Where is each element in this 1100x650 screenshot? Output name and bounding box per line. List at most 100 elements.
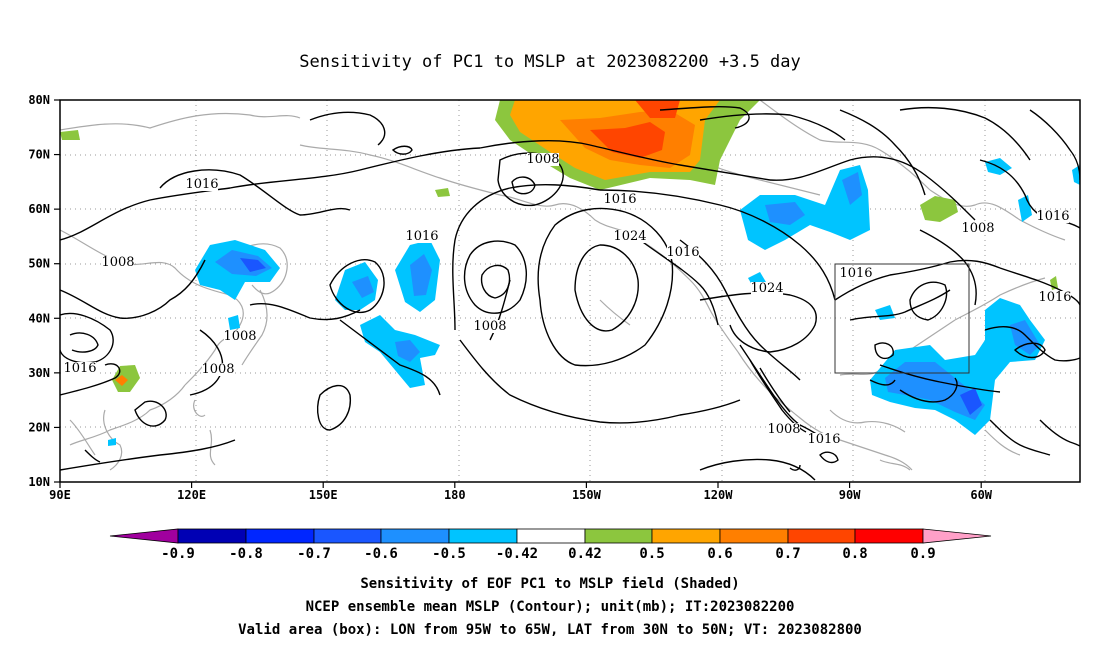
shade-neg-05 bbox=[1010, 320, 1040, 355]
lat-tick-label: 10N bbox=[28, 475, 50, 489]
figure-title: Sensitivity of PC1 to MSLP at 2023082200… bbox=[299, 52, 801, 72]
contour-label: 1008 bbox=[473, 319, 506, 334]
shade-neg-042 bbox=[108, 438, 116, 446]
colorbar-label: -0.8 bbox=[229, 546, 263, 562]
shade-neg-06 bbox=[240, 258, 266, 272]
shade-neg-05 bbox=[885, 362, 985, 420]
contour-label-bg bbox=[1039, 291, 1071, 304]
contour-label: 1016 bbox=[405, 229, 438, 244]
shade-neg-042 bbox=[228, 315, 240, 330]
shade-neg-042 bbox=[748, 272, 766, 285]
shade-pos-07 bbox=[635, 100, 680, 118]
colorbar-segment bbox=[854, 528, 924, 544]
contour-label-bg bbox=[614, 230, 646, 243]
contour-label: 1016 bbox=[1036, 209, 1069, 224]
lat-tick-label: 40N bbox=[28, 311, 50, 325]
colorbar-label: 0.5 bbox=[639, 546, 664, 562]
shade-neg-05 bbox=[765, 202, 805, 225]
contour-label-bg bbox=[474, 320, 506, 333]
contour-label: 1024 bbox=[613, 229, 646, 244]
map-panel: 1016 1008 1016 1008 1008 1008 1008 1016 1024 1016… bbox=[28, 93, 1081, 502]
shade-neg-042 bbox=[740, 165, 870, 250]
colorbar-segment bbox=[380, 528, 450, 544]
lon-tick-label: 60W bbox=[970, 488, 992, 502]
contour-label: 1008 bbox=[101, 255, 134, 270]
contour-label-bg bbox=[768, 423, 800, 436]
shade-pos-042 bbox=[60, 130, 80, 140]
latitude-axis: 80N 70N 60N 50N 40N 30N 20N 10N bbox=[28, 93, 60, 489]
shade-pos-06 bbox=[115, 375, 128, 386]
colorbar-label: -0.9 bbox=[161, 546, 195, 562]
lat-tick-label: 30N bbox=[28, 366, 50, 380]
lat-tick-label: 20N bbox=[28, 420, 50, 434]
contour-label: 1016 bbox=[185, 177, 218, 192]
contour-label: 1024 bbox=[750, 281, 783, 296]
map-frame bbox=[59, 99, 1081, 483]
colorbar-label: -0.42 bbox=[496, 546, 538, 562]
shade-pos-07 bbox=[590, 122, 665, 158]
colorbar: -0.9 -0.8 -0.7 -0.6 -0.5 -0.42 0.42 0.5 0.6 0.7 0.… bbox=[109, 528, 992, 562]
lon-tick-label: 180 bbox=[444, 488, 466, 502]
lon-tick-label: 90W bbox=[839, 488, 861, 502]
colorbar-label: 0.9 bbox=[910, 546, 935, 562]
contour-label: 1016 bbox=[807, 432, 840, 447]
colorbar-low-triangle bbox=[109, 528, 179, 544]
contour-label: 1008 bbox=[526, 152, 559, 167]
lon-tick-label: 150W bbox=[572, 488, 602, 502]
lon-tick-label: 150E bbox=[309, 488, 338, 502]
lon-tick-label: 120E bbox=[177, 488, 206, 502]
colorbar-segment bbox=[651, 528, 721, 544]
footer-line-1: Sensitivity of EOF PC1 to MSLP field (Sh… bbox=[360, 576, 739, 592]
colorbar-label: -0.6 bbox=[364, 546, 398, 562]
colorbar-segment bbox=[448, 528, 518, 544]
shade-neg-05 bbox=[842, 172, 862, 205]
contour-label-bg bbox=[406, 230, 438, 243]
contour-label-bg bbox=[527, 153, 559, 166]
colorbar-label: -0.5 bbox=[432, 546, 466, 562]
colorbar-high-triangle bbox=[922, 528, 992, 544]
colorbar-labels: -0.9 -0.8 -0.7 -0.6 -0.5 -0.42 0.42 0.5 0.6 0.7 0.… bbox=[161, 546, 936, 562]
colorbar-segment bbox=[787, 528, 856, 544]
contour-label-bg bbox=[667, 246, 699, 259]
contour-label: 1008 bbox=[201, 362, 234, 377]
contour-label-bg bbox=[202, 363, 234, 376]
colorbar-label: 0.42 bbox=[568, 546, 602, 562]
mslp-contours bbox=[60, 106, 1080, 481]
contour-label-bg bbox=[224, 330, 256, 343]
shade-neg-05 bbox=[352, 276, 374, 298]
contour-label: 1016 bbox=[839, 266, 872, 281]
lat-tick-label: 70N bbox=[28, 148, 50, 162]
shade-neg-05 bbox=[410, 254, 432, 296]
lat-tick-label: 50N bbox=[28, 257, 50, 271]
footer-line-3: Valid area (box): LON from 95W to 65W, L… bbox=[238, 622, 862, 638]
contour-label: 1016 bbox=[1038, 290, 1071, 305]
shade-neg-06 bbox=[960, 388, 982, 415]
contour-label-bg bbox=[64, 362, 96, 375]
contour-label-bg bbox=[1037, 210, 1069, 223]
colorbar-label: -0.7 bbox=[297, 546, 331, 562]
colorbar-segment bbox=[313, 528, 382, 544]
valid-area-box bbox=[834, 263, 970, 374]
shade-pos-042 bbox=[435, 188, 450, 197]
colorbar-segment bbox=[584, 528, 653, 544]
contour-label-bg bbox=[840, 267, 872, 280]
shade-neg-042 bbox=[870, 298, 1045, 435]
colorbar-label: 0.6 bbox=[707, 546, 732, 562]
shade-neg-05 bbox=[395, 340, 420, 362]
contour-label: 1008 bbox=[223, 329, 256, 344]
contour-label: 1008 bbox=[767, 422, 800, 437]
contour-label-bg bbox=[604, 193, 636, 206]
contour-label-bg bbox=[186, 178, 218, 191]
contour-label: 1008 bbox=[961, 221, 994, 236]
colorbar-label: 0.7 bbox=[775, 546, 800, 562]
lon-tick-label: 90E bbox=[49, 488, 71, 502]
contour-labels: 1016 1008 1016 1008 1008 1008 1008 1016 1024 1016… bbox=[63, 152, 1071, 447]
colorbar-segment bbox=[177, 528, 247, 544]
lat-tick-label: 60N bbox=[28, 202, 50, 216]
contour-label-bg bbox=[751, 282, 783, 295]
colorbar-segment bbox=[245, 528, 315, 544]
colorbar-label: 0.8 bbox=[842, 546, 867, 562]
shade-neg-042 bbox=[1072, 165, 1080, 185]
contour-label: 1016 bbox=[63, 361, 96, 376]
longitude-axis: 90E 120E 150E 180 150W 120W 90W 60W bbox=[49, 482, 993, 502]
